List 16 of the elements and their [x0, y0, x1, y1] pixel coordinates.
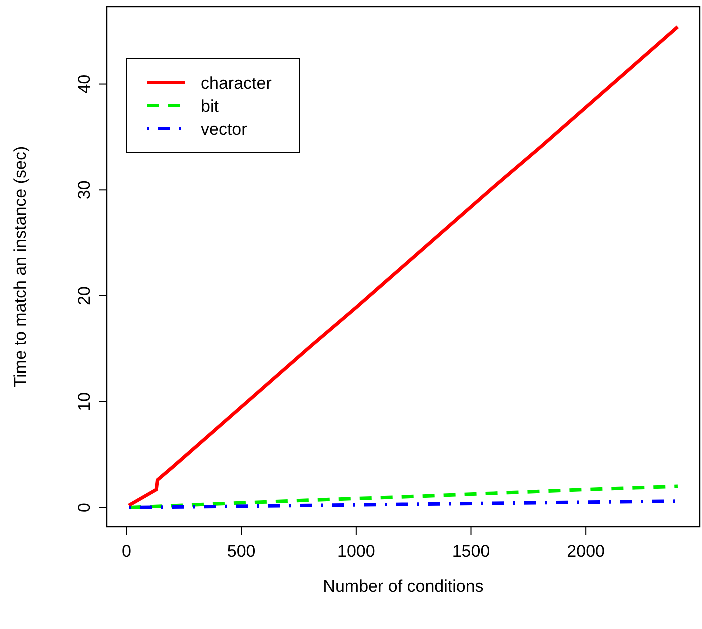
- y-tick-label: 30: [75, 180, 94, 200]
- x-tick-label: 2000: [567, 542, 605, 561]
- legend-label: vector: [201, 120, 248, 139]
- y-tick-label: 40: [75, 74, 94, 94]
- line-series: [127, 25, 680, 508]
- legend-label: bit: [201, 97, 220, 116]
- x-tick-label: 1500: [452, 542, 490, 561]
- y-axis-title: Time to match an instance (sec): [11, 146, 30, 388]
- y-tick-label: 0: [75, 503, 94, 512]
- x-axis-title: Number of conditions: [323, 577, 484, 596]
- legend-label: character: [201, 74, 272, 93]
- y-tick-label: 20: [75, 286, 94, 306]
- x-tick-label: 0: [122, 542, 132, 561]
- x-tick-label: 500: [227, 542, 256, 561]
- x-tick-label: 1000: [338, 542, 376, 561]
- y-tick-label: 10: [75, 392, 94, 412]
